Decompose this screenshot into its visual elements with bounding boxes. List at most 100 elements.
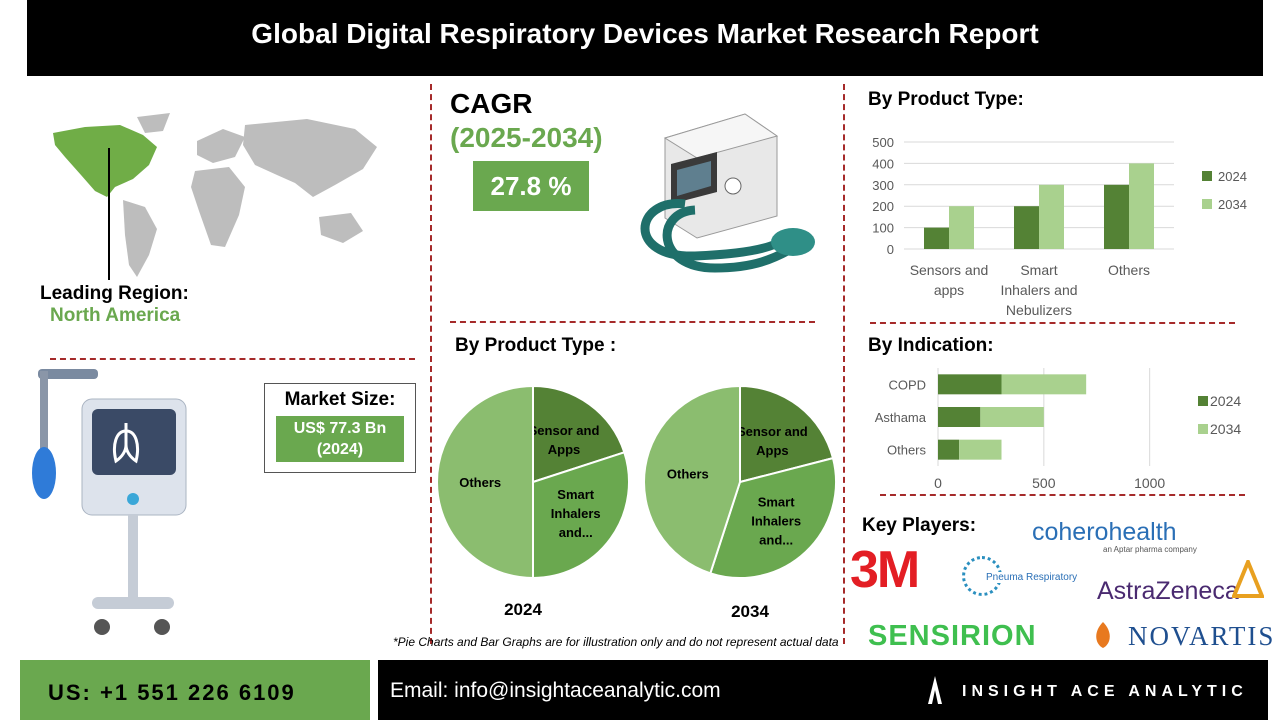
pie-label: and... bbox=[559, 525, 593, 540]
y-category-label: Asthama bbox=[875, 410, 927, 425]
pie-slice bbox=[532, 385, 626, 484]
market-size-box bbox=[264, 383, 416, 473]
pie-section-title: By Product Type : bbox=[455, 335, 617, 356]
divider-h3 bbox=[870, 322, 1235, 324]
x-category-label: Nebulizers bbox=[1006, 302, 1072, 318]
bar-2024 bbox=[1014, 206, 1039, 249]
legend-label: 2034 bbox=[1210, 421, 1241, 437]
divider-h4 bbox=[880, 494, 1245, 496]
market-size-value: US$ 77.3 Bn (2024) bbox=[276, 416, 404, 462]
novartis-flame-icon bbox=[1096, 622, 1110, 648]
cagr-label: CAGR bbox=[450, 88, 533, 119]
x-tick-label: 1000 bbox=[1134, 475, 1165, 491]
market-size-year: (2024) bbox=[316, 441, 364, 458]
logo-astrazeneca: AstraZeneca bbox=[1097, 577, 1239, 605]
pie-slice bbox=[643, 385, 741, 575]
legend-swatch bbox=[1198, 424, 1208, 434]
pie-title-2034: 2034 bbox=[731, 602, 769, 621]
pie-slice bbox=[532, 451, 630, 580]
logo-coherohealth: coherohealth bbox=[1032, 518, 1177, 546]
y-tick-label: 500 bbox=[872, 135, 894, 150]
legend-swatch bbox=[1198, 396, 1208, 406]
pie-label: Sensor and bbox=[529, 423, 600, 438]
bar-2034 bbox=[1039, 184, 1064, 249]
pie-label: and... bbox=[759, 532, 793, 547]
pie-label: Others bbox=[459, 475, 501, 490]
pie-chart-2024: Sensor and Apps Smart Inhalers and... Others bbox=[436, 385, 630, 580]
pie-label: Apps bbox=[548, 442, 581, 457]
ventilator-illustration bbox=[32, 369, 187, 635]
insight-ace-logo-icon bbox=[928, 676, 942, 704]
y-tick-label: 200 bbox=[872, 199, 894, 214]
footer-email[interactable]: Email: info@insightaceanalytic.com bbox=[390, 679, 721, 702]
logo-novartis: NOVARTIS bbox=[1128, 621, 1276, 651]
pie-label: Inhalers bbox=[551, 506, 601, 521]
footer-contact-panel bbox=[378, 660, 1268, 720]
logo-pneuma: Pneuma Respiratory bbox=[986, 572, 1078, 583]
pie-chart-2034: Sensor and Apps Smart Inhalers and... Others bbox=[643, 385, 837, 579]
market-size-label: Market Size: bbox=[284, 389, 396, 410]
legend-swatch bbox=[1202, 199, 1212, 209]
legend-label: 2024 bbox=[1210, 393, 1241, 409]
x-category-label: Smart bbox=[1020, 262, 1057, 278]
footer-brand: INSIGHT ACE ANALYTIC bbox=[962, 683, 1248, 700]
leading-region-label: Leading Region: bbox=[40, 283, 189, 304]
divider-left bbox=[430, 84, 432, 644]
x-category-label: apps bbox=[934, 282, 964, 298]
cagr-value: 27.8 % bbox=[473, 161, 589, 211]
market-size-amount: US$ 77.3 Bn bbox=[293, 420, 387, 437]
pie-label: Apps bbox=[756, 443, 789, 458]
region-pointer-line bbox=[108, 148, 110, 280]
footer-phone-panel bbox=[20, 660, 370, 720]
page-title: Global Digital Respiratory Devices Marke… bbox=[251, 18, 1039, 49]
pie-title-2024: 2024 bbox=[504, 600, 542, 619]
bar-2024 bbox=[924, 227, 949, 249]
world-map bbox=[53, 113, 377, 277]
x-category-label: Others bbox=[1108, 262, 1150, 278]
product-type-bar-chart: 0 100 200 300 400 500 Sensors and apps Smart Inha… bbox=[872, 135, 1247, 318]
x-tick-label: 0 bbox=[934, 475, 942, 491]
x-category-label: Inhalers and bbox=[1000, 282, 1077, 298]
y-tick-label: 400 bbox=[872, 156, 894, 171]
hbar-2034 bbox=[1001, 374, 1087, 395]
disclaimer-text: *Pie Charts and Bar Graphs are for illus… bbox=[393, 635, 839, 649]
pie-label: Smart bbox=[557, 487, 595, 502]
hbar-2034 bbox=[980, 407, 1044, 427]
pie-slice bbox=[709, 456, 837, 579]
y-tick-label: 0 bbox=[887, 242, 894, 257]
logo-3m: 3M bbox=[850, 541, 920, 599]
divider-h2 bbox=[450, 321, 815, 323]
leading-region-value: North America bbox=[50, 305, 181, 326]
hbar-2034 bbox=[959, 439, 1002, 460]
bar-2034 bbox=[949, 206, 974, 249]
y-tick-label: 100 bbox=[872, 221, 894, 236]
title-bar bbox=[27, 0, 1263, 76]
y-category-label: Others bbox=[887, 443, 927, 458]
astrazeneca-symbol-icon bbox=[1232, 560, 1264, 598]
pie-label: Smart bbox=[758, 494, 796, 509]
pie-slice bbox=[739, 385, 835, 484]
bar-2034 bbox=[1129, 163, 1154, 249]
divider-h1 bbox=[50, 358, 415, 360]
pie-label: Sensor and bbox=[737, 424, 808, 439]
y-tick-label: 300 bbox=[872, 178, 894, 193]
pie-slice bbox=[436, 385, 534, 580]
x-tick-label: 500 bbox=[1032, 475, 1056, 491]
legend-label: 2034 bbox=[1218, 197, 1247, 212]
cagr-period: (2025-2034) bbox=[450, 122, 603, 153]
respiratory-device-illustration bbox=[640, 113, 815, 273]
logo-coherohealth-tagline: an Aptar pharma company bbox=[1103, 545, 1197, 554]
bar-2024 bbox=[1104, 184, 1129, 249]
hbar-2024 bbox=[938, 439, 960, 460]
hbar-2024 bbox=[938, 407, 981, 427]
legend-label: 2024 bbox=[1218, 169, 1247, 184]
divider-right bbox=[843, 84, 845, 644]
pie-label: Inhalers bbox=[751, 513, 801, 528]
logo-sensirion: SENSIRION bbox=[868, 620, 1037, 652]
y-category-label: COPD bbox=[888, 377, 926, 392]
legend-swatch bbox=[1202, 171, 1212, 181]
footer-phone[interactable]: US: +1 551 226 6109 bbox=[48, 680, 296, 705]
hbar-section-title: By Indication: bbox=[868, 335, 994, 356]
pie-label: Others bbox=[667, 467, 709, 482]
indication-bar-chart: 0 500 1000 COPD Asthama Others 2024 2034 bbox=[875, 368, 1241, 491]
